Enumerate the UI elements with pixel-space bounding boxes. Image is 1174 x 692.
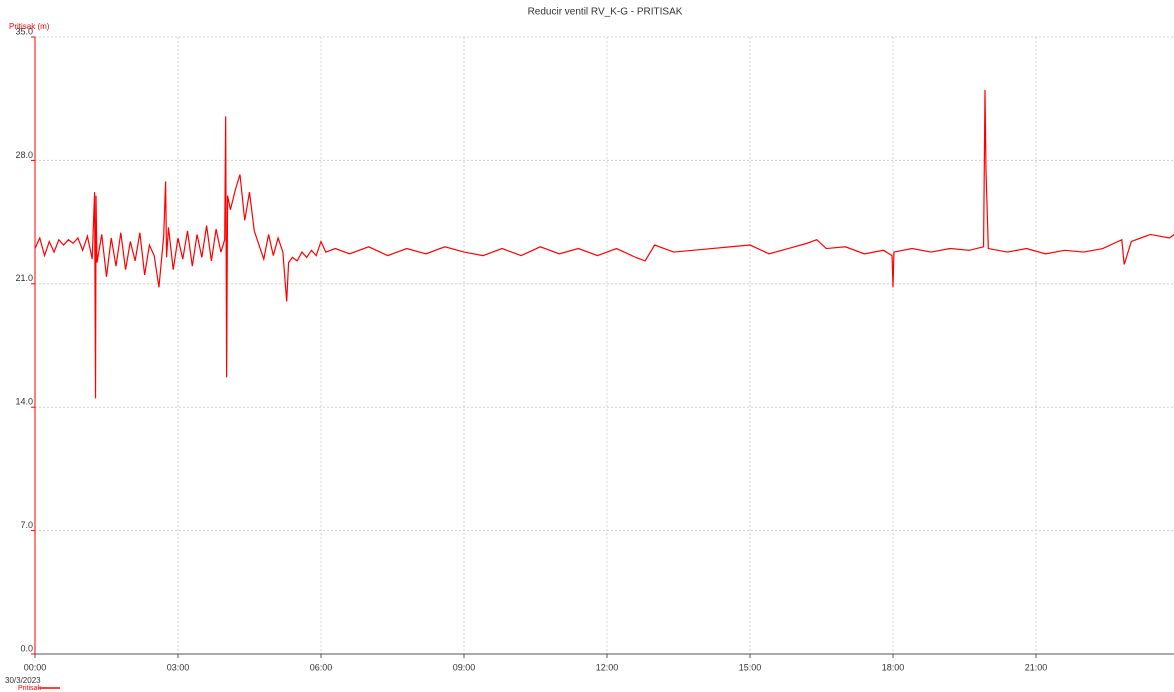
x-tick-label: 21:00	[1025, 662, 1048, 672]
x-date-label: 30/3/2023	[5, 676, 41, 685]
x-tick-label: 03:00	[167, 662, 190, 672]
chart-title: Reducir ventil RV_K-G - PRITISAK	[528, 7, 683, 18]
legend-label: Pritisak	[18, 685, 41, 692]
y-tick-label: 14.0	[15, 397, 33, 407]
data-line	[34, 89, 1174, 399]
y-tick-label: 21.0	[15, 273, 33, 283]
x-tick-label: 09:00	[453, 662, 476, 672]
y-tick-label: 35.0	[15, 26, 33, 36]
x-tick-label: 15:00	[739, 662, 762, 672]
y-tick-label: 28.0	[15, 150, 33, 160]
y-tick-label: 7.0	[20, 520, 33, 530]
y-axis-label: Pritisak (m)	[9, 22, 50, 31]
x-tick-label: 00:00	[24, 662, 47, 672]
x-tick-label: 18:00	[882, 662, 905, 672]
x-tick-label: 06:00	[310, 662, 333, 672]
y-tick-label: 0.0	[20, 643, 33, 653]
x-tick-label: 12:00	[596, 662, 619, 672]
